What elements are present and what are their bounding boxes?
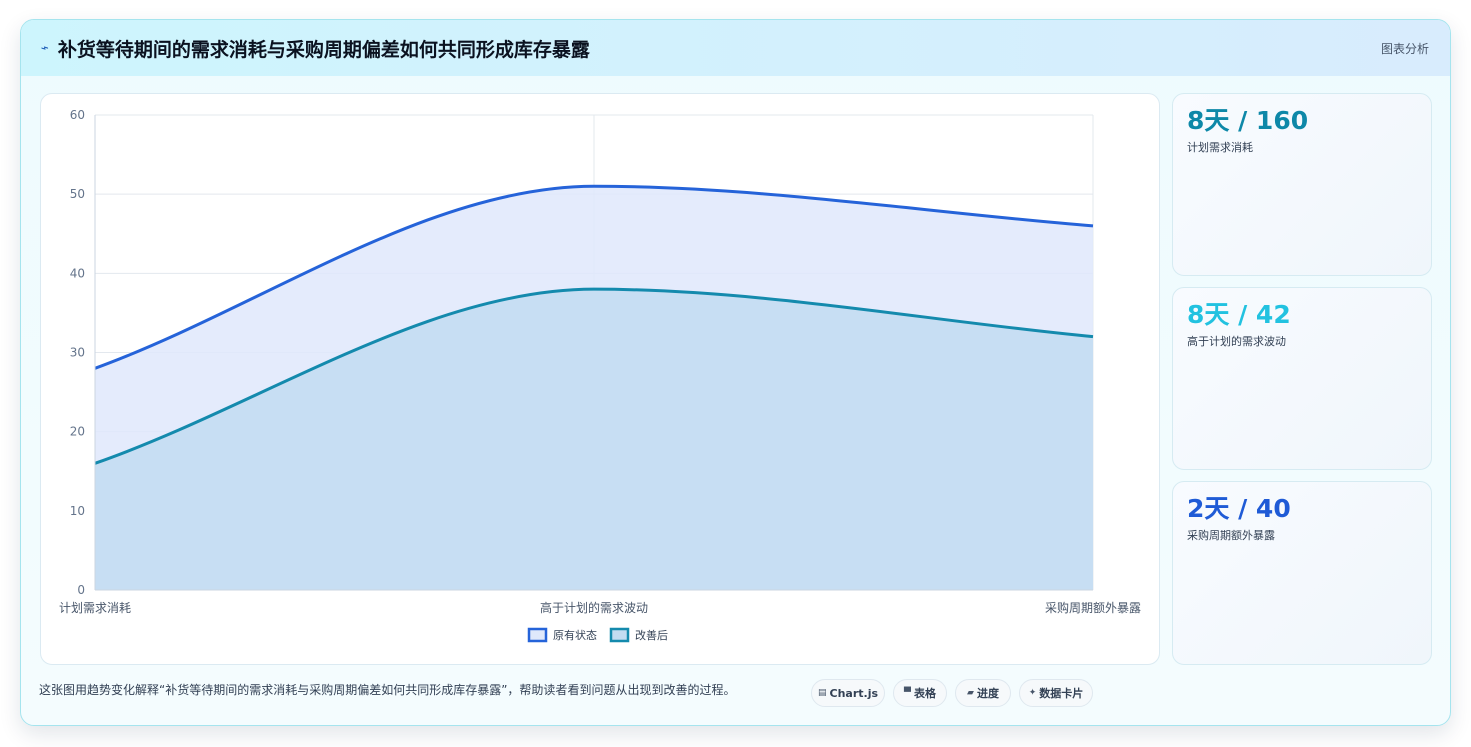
x-tick-label: 高于计划的需求波动 [540, 600, 648, 615]
series-line-1 [94, 287, 1094, 465]
chip-label: 进度 [976, 687, 999, 700]
chip-progress[interactable]: ▰ 进度 [955, 679, 1011, 707]
legend-swatch [527, 627, 548, 643]
sparkle-icon: ✦ [1028, 688, 1037, 698]
y-tick-label: 60 [70, 108, 85, 122]
stat-card-3: 2天 / 40 采购周期额外暴露 [1172, 481, 1432, 665]
chip-table[interactable]: ▀ 表格 [893, 679, 947, 707]
chip-label: 数据卡片 [1039, 687, 1084, 700]
area-chart: 0 10 20 30 40 50 60 计划需求消耗 高于计划的需求波动 采购周期额外暴露原有状态… [59, 108, 1141, 643]
x-tick-label: 采购周期额外暴露 [1045, 600, 1141, 615]
chart-card: ⌁ 补货等待期间的需求消耗与采购周期偏差如何共同形成库存暴露 图表分析 0 10 2… [20, 19, 1451, 726]
y-tick-label: 10 [70, 504, 85, 518]
stat-value: 8天 / 160 [1187, 106, 1309, 135]
line-chart-icon: ⌁ [39, 39, 51, 57]
chart-description: 这张图用趋势变化解释“补货等待期间的需求消耗与采购周期偏差如何共同形成库存暴露”… [39, 683, 736, 697]
chart-icon: ▤ [817, 688, 827, 698]
stat-value: 8天 / 42 [1187, 300, 1291, 329]
legend-label: 原有状态 [553, 628, 597, 642]
card-header: ⌁ 补货等待期间的需求消耗与采购周期偏差如何共同形成库存暴露 图表分析 [21, 20, 1450, 76]
chip-label: Chart.js [829, 686, 879, 700]
y-tick-label: 20 [70, 425, 85, 439]
stat-card-2: 8天 / 42 高于计划的需求波动 [1172, 287, 1432, 470]
legend-swatch [609, 627, 630, 643]
stat-card-1: 8天 / 160 计划需求消耗 [1172, 93, 1432, 276]
y-tick-label: 0 [77, 583, 85, 597]
y-tick-label: 30 [70, 346, 85, 360]
y-tick-label: 50 [70, 187, 85, 201]
chart-analysis-label: 图表分析 [1380, 42, 1429, 56]
chip-data-cards[interactable]: ✦ 数据卡片 [1019, 679, 1093, 707]
progress-icon: ▰ [967, 688, 974, 698]
table-icon: ▀ [904, 688, 911, 698]
series-area-1 [95, 289, 1093, 590]
stat-label: 高于计划的需求波动 [1187, 335, 1286, 348]
legend-label: 改善后 [635, 628, 668, 642]
chip-label: 表格 [913, 687, 936, 700]
stat-label: 计划需求消耗 [1187, 141, 1253, 154]
page-title: 补货等待期间的需求消耗与采购周期偏差如何共同形成库存暴露 [57, 38, 590, 61]
x-tick-label: 计划需求消耗 [59, 601, 131, 615]
stat-value: 2天 / 40 [1187, 494, 1291, 523]
series-line-0 [94, 184, 1094, 370]
chart-panel: 0 10 20 30 40 50 60 计划需求消耗 高于计划的需求波动 采购周期额外暴露原有状态… [40, 93, 1160, 665]
chip-chartjs[interactable]: ▤ Chart.js [811, 679, 885, 707]
y-tick-label: 40 [70, 266, 85, 280]
stat-label: 采购周期额外暴露 [1187, 529, 1275, 542]
